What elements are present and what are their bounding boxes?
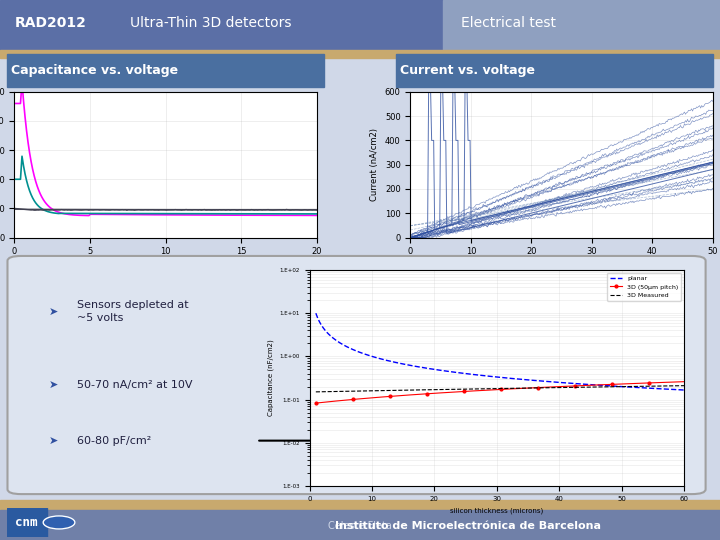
3D (50µm pitch) (410, 392, 418, 398)
Text: ➤: ➤ (49, 380, 58, 390)
Text: RAD2012: RAD2012 (14, 16, 86, 30)
Text: Electrical test: Electrical test (461, 16, 556, 30)
3D Measured (326, 388, 335, 395)
3D (50µm pitch) (326, 399, 335, 405)
3D Measured (661, 383, 670, 389)
Text: ➤: ➤ (49, 436, 58, 446)
planar (661, 386, 670, 392)
3D (50µm pitch) (648, 380, 657, 386)
Line: planar: planar (316, 313, 684, 390)
Bar (0, 50, 720, 58)
Text: Ultra-Thin 3D detectors: Ultra-Thin 3D detectors (130, 16, 291, 30)
3D Measured (680, 382, 688, 389)
Bar (443, 0, 720, 50)
3D (50µm pitch) (334, 397, 343, 404)
Bar (0, 0, 443, 50)
Text: ➤: ➤ (49, 307, 58, 317)
3D Measured (380, 387, 389, 394)
Text: Instituto de Microelectrónica de Barcelona: Instituto de Microelectrónica de Barcelo… (335, 521, 601, 531)
Text: Capacitance vs. voltage: Capacitance vs. voltage (11, 64, 178, 77)
3D (50µm pitch) (680, 379, 688, 385)
planar (334, 339, 343, 345)
Text: Celeste Fleta: Celeste Fleta (328, 521, 392, 531)
Bar (0, 500, 720, 510)
3D (50µm pitch) (661, 379, 670, 386)
Y-axis label: Current (nA/cm2): Current (nA/cm2) (370, 128, 379, 201)
planar (648, 385, 657, 392)
Text: Sensors depleted at
~5 volts: Sensors depleted at ~5 volts (76, 300, 188, 323)
Text: 50-70 nA/cm² at 10V: 50-70 nA/cm² at 10V (76, 380, 192, 390)
X-axis label: Vbias (V): Vbias (V) (143, 262, 188, 272)
Bar (396, 54, 713, 87)
Text: Current vs. voltage: Current vs. voltage (400, 64, 534, 77)
Bar (0, 510, 720, 540)
planar (312, 310, 320, 316)
Legend: planar, 3D (50µm pitch), 3D Measured: planar, 3D (50µm pitch), 3D Measured (607, 273, 681, 300)
Circle shape (43, 516, 75, 529)
3D (50µm pitch) (312, 400, 320, 406)
planar (380, 356, 389, 363)
planar (680, 387, 688, 393)
3D (50µm pitch) (380, 394, 389, 400)
Line: 3D Measured: 3D Measured (316, 386, 684, 392)
3D Measured (410, 387, 418, 393)
Y-axis label: Capacitance (nF/cm2): Capacitance (nF/cm2) (267, 340, 274, 416)
FancyBboxPatch shape (7, 256, 706, 494)
Bar (7, 54, 324, 87)
3D Measured (312, 389, 320, 395)
Text: cnm: cnm (15, 516, 38, 529)
planar (326, 333, 335, 339)
Bar (7, 508, 47, 537)
3D Measured (648, 383, 657, 389)
Line: 3D (50µm pitch): 3D (50µm pitch) (315, 380, 685, 404)
X-axis label: silicon thickness (microns): silicon thickness (microns) (450, 507, 544, 514)
Text: 60-80 pF/cm²: 60-80 pF/cm² (76, 436, 151, 446)
X-axis label: Vbias (V): Vbias (V) (539, 262, 584, 272)
planar (410, 363, 418, 369)
3D Measured (334, 388, 343, 395)
